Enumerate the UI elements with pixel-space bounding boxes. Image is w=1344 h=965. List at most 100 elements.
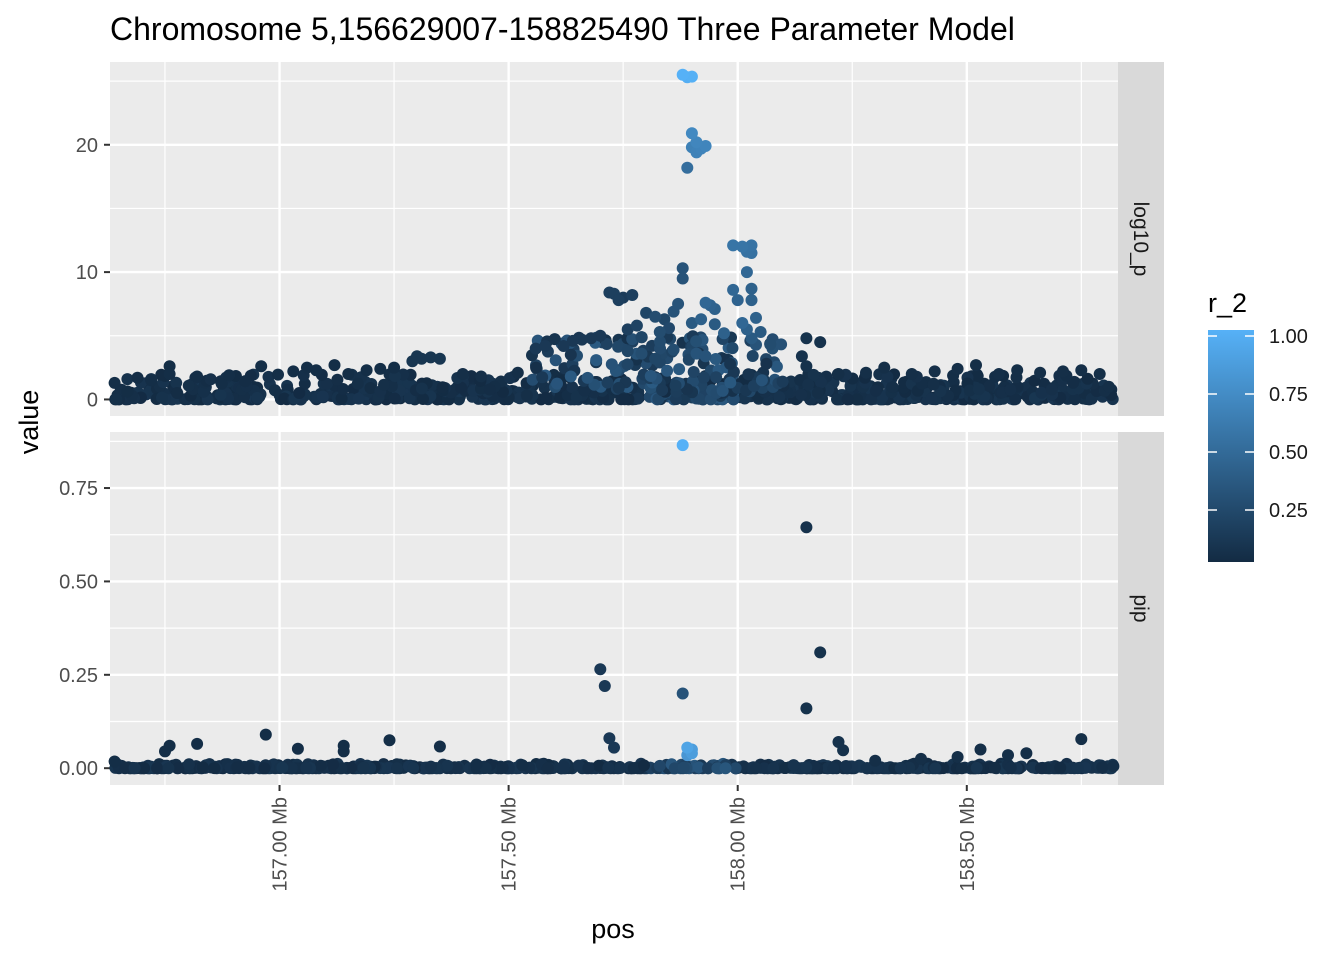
data-point <box>861 762 873 775</box>
data-point <box>770 360 783 373</box>
data-point <box>585 332 598 345</box>
data-point <box>656 384 669 397</box>
legend-ticks: 0.25 0.50 0.75 1.00 <box>1208 326 1308 522</box>
data-point <box>881 370 894 383</box>
data-point <box>951 362 964 375</box>
data-point <box>575 333 588 346</box>
data-point <box>815 376 827 389</box>
data-point <box>635 347 648 360</box>
x-axis-title: pos <box>591 914 635 944</box>
data-point <box>729 762 742 775</box>
data-point <box>566 334 579 347</box>
data-point <box>724 376 737 389</box>
data-point <box>654 335 666 348</box>
data-point <box>832 368 845 380</box>
panel-background <box>110 432 1118 785</box>
data-point <box>724 357 737 370</box>
data-point <box>572 759 585 772</box>
data-point <box>511 366 524 379</box>
data-point <box>668 762 681 775</box>
data-point <box>638 759 650 772</box>
data-point <box>1009 393 1022 406</box>
data-point <box>800 702 813 715</box>
x-tick-label: 157.50 Mb <box>499 797 521 892</box>
data-point <box>162 762 175 775</box>
data-point <box>529 342 542 355</box>
data-point <box>342 368 355 380</box>
data-point <box>441 759 454 772</box>
data-point <box>110 393 123 406</box>
data-point <box>314 759 327 772</box>
y-axis-title: value <box>14 390 44 455</box>
data-point <box>626 289 639 301</box>
data-point <box>1071 762 1084 775</box>
data-point <box>745 332 758 345</box>
data-point <box>672 297 685 310</box>
data-point <box>344 761 357 774</box>
data-point <box>231 761 244 774</box>
data-point <box>649 352 662 365</box>
x-tick-label: 158.50 Mb <box>957 797 979 892</box>
legend-title: r_2 <box>1208 288 1247 318</box>
data-point <box>929 762 942 775</box>
data-point <box>745 282 758 295</box>
data-point <box>539 340 552 352</box>
data-point <box>581 371 594 384</box>
data-point <box>594 329 607 342</box>
data-point <box>278 392 291 405</box>
data-point <box>215 377 228 390</box>
data-point <box>259 728 272 741</box>
data-point <box>351 377 364 390</box>
data-point <box>612 340 625 353</box>
data-point <box>433 352 446 365</box>
data-point <box>293 387 306 399</box>
data-point <box>690 335 703 348</box>
legend-tick-label: 0.50 <box>1269 442 1308 464</box>
data-point <box>614 762 627 774</box>
data-point <box>601 376 614 389</box>
data-point <box>621 323 634 336</box>
data-point <box>388 392 401 405</box>
data-point <box>626 333 639 346</box>
data-point <box>992 368 1005 380</box>
data-point <box>795 388 808 401</box>
legend-tick-label: 1.00 <box>1269 326 1308 348</box>
facet-panel-log10-p: 0 10 20 log10_p <box>76 62 1164 416</box>
data-point <box>151 762 164 775</box>
data-point <box>709 353 722 365</box>
data-point <box>196 761 209 774</box>
data-point <box>681 741 694 754</box>
data-point <box>925 392 938 405</box>
data-point <box>740 266 753 279</box>
data-point <box>663 322 675 335</box>
data-point <box>391 762 403 775</box>
data-point <box>383 734 396 747</box>
data-point <box>287 365 300 378</box>
data-point <box>450 762 463 774</box>
data-point <box>108 755 121 768</box>
data-point <box>970 761 983 774</box>
y-tick-label: 0 <box>87 389 98 411</box>
legend-tick-label: 0.75 <box>1269 384 1308 406</box>
data-point <box>378 378 390 391</box>
data-point <box>627 762 640 775</box>
data-point <box>667 343 680 356</box>
data-point <box>549 354 562 367</box>
data-point <box>300 762 313 774</box>
data-point <box>388 361 401 374</box>
x-axis: 157.00 Mb 157.50 Mb 158.00 Mb 158.50 Mb <box>270 785 979 892</box>
data-point <box>406 355 419 368</box>
data-point <box>745 239 758 252</box>
data-point <box>335 392 348 405</box>
data-point <box>163 368 176 380</box>
data-point <box>1075 364 1088 377</box>
data-point <box>775 338 788 351</box>
data-point <box>407 762 420 774</box>
data-point <box>927 378 940 391</box>
data-point <box>357 761 370 774</box>
data-point <box>557 340 570 352</box>
data-point <box>710 371 723 384</box>
data-point <box>197 385 210 398</box>
data-point <box>208 762 221 775</box>
data-point <box>590 354 603 367</box>
